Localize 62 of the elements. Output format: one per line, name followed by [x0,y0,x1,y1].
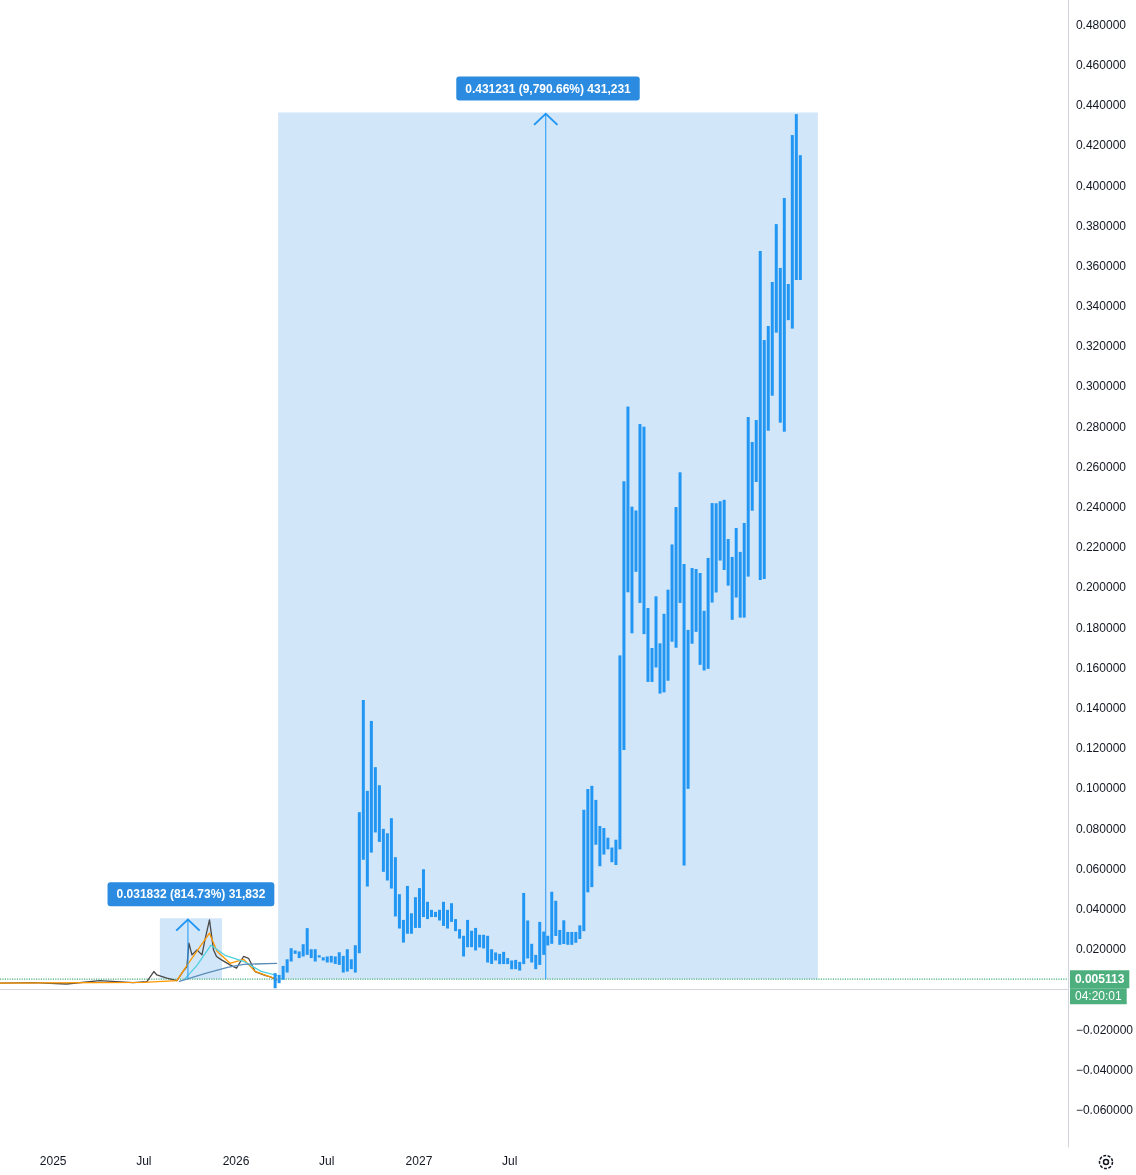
bar [325,956,329,963]
annotation: 0.431231 (9,790.66%) 431,231 [465,81,632,96]
bar [345,949,349,972]
bar [782,197,786,432]
y-tick-label: 0.020000 [1075,942,1127,957]
y-tick-label: 0.060000 [1075,861,1127,876]
bar [550,891,554,944]
bar [442,901,446,926]
y-tick-label: 0.160000 [1075,660,1127,675]
y-tick-label: 0.480000 [1075,17,1127,32]
y-tick-label: 0.080000 [1075,821,1127,836]
y-tick-label: 0.240000 [1075,500,1127,515]
ref-line-label: 0.005113 [1074,972,1125,987]
y-tick-label: 0.260000 [1075,459,1127,474]
bar [329,955,333,963]
y-tick-label: 0.380000 [1075,218,1127,233]
bar [538,921,542,965]
y-tick-label: 0.440000 [1075,98,1127,113]
bar [333,956,337,964]
text: 04:20:01 [1075,989,1123,1004]
y-tick-label: −0.040000 [1075,1062,1134,1077]
y-tick-label: 0.300000 [1075,379,1127,394]
line-series [178,962,278,983]
x-tick-label: 2026 [222,1154,250,1168]
y-tick-label: 0.340000 [1075,299,1127,314]
y-tick-label: 0.400000 [1075,178,1127,193]
bar [510,960,514,970]
y-tick-label: −0.060000 [1075,1103,1134,1118]
bar [494,952,498,961]
y-tick-label: 0.280000 [1075,419,1127,434]
y-tick-label: 0.220000 [1075,540,1127,555]
x-tick-label: 2025 [39,1154,67,1168]
bar [570,931,574,945]
x-tick-label: Jul [319,1154,335,1168]
bar [498,953,502,965]
bar [758,251,762,581]
bar [313,949,317,962]
bar [273,973,277,989]
y-tick-label: 0.420000 [1075,138,1127,153]
x-tick-label: 2027 [405,1154,433,1168]
y-tick-label: 0.200000 [1075,580,1127,595]
x-tick-label: Jul [136,1154,152,1168]
y-tick-label: 0.040000 [1075,902,1127,917]
y-tick-label: 0.180000 [1075,620,1127,635]
bar [434,911,437,918]
y-tick-label: 0.460000 [1075,57,1127,72]
bar [474,927,478,951]
y-tick-label: 0.320000 [1075,339,1127,354]
y-tick-label: −0.020000 [1075,1022,1134,1037]
bar [502,951,506,965]
bar [514,959,518,970]
bar [590,785,594,888]
bar [305,928,309,955]
y-tick-label: 0.120000 [1075,741,1127,756]
y-tick-label: 0.140000 [1075,701,1127,716]
x-tick-label: Jul [501,1154,518,1168]
bar [321,957,325,961]
bar [562,920,566,945]
y-tick-label: 0.100000 [1075,781,1127,796]
bar [486,935,490,963]
y-tick-label: 0.360000 [1075,258,1127,273]
annotation: 0.031832 (814.73%) 31,832 [116,887,266,902]
